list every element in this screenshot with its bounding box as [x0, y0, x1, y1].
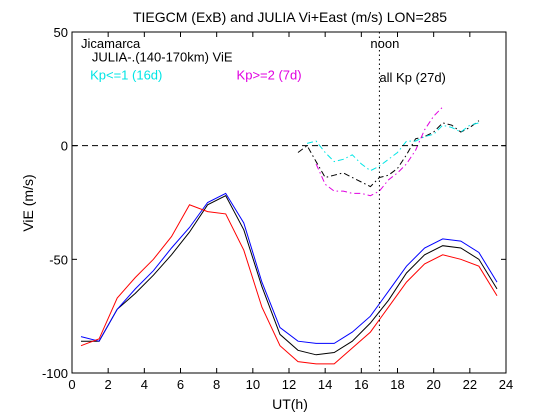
x-tick-label: 14 [318, 377, 332, 392]
series-line-3 [80, 204, 498, 365]
x-tick-label: 20 [426, 377, 440, 392]
y-tick-label: -100 [42, 366, 68, 381]
x-tick-label: 18 [390, 377, 404, 392]
annotation-1: Jicamarca [81, 36, 141, 51]
series-line-1 [81, 195, 498, 356]
annotation-4: Kp>=2 (7d) [237, 68, 302, 83]
x-tick-label: 22 [463, 377, 477, 392]
series-line-4 [297, 120, 480, 188]
annotation-2: JULIA-.(140-170km) ViE [92, 50, 233, 65]
x-tick-label: 2 [105, 377, 112, 392]
annotation-3: Kp<=1 (16d) [90, 68, 162, 83]
x-tick-label: 16 [354, 377, 368, 392]
series-line-6 [315, 106, 444, 197]
x-tick-label: 24 [499, 377, 513, 392]
y-tick-label: 0 [61, 139, 68, 154]
series-line-5 [306, 122, 480, 172]
x-tick-label: 10 [246, 377, 260, 392]
series-layer [80, 106, 498, 365]
x-tick-label: 12 [282, 377, 296, 392]
x-axis-label: UT(h) [272, 396, 308, 412]
y-tick-label: 50 [54, 25, 68, 40]
chart-title: TIEGCM (ExB) and JULIA Vi+East (m/s) LON… [133, 9, 447, 25]
x-tick-label: 6 [177, 377, 184, 392]
reference-lines [72, 32, 506, 373]
y-axis-label: ViE (m/s) [20, 174, 36, 231]
y-tick-label: -50 [49, 252, 68, 267]
annotation-5: noon [370, 36, 399, 51]
series-line-2 [80, 192, 498, 344]
x-tick-label: 8 [213, 377, 220, 392]
x-tick-label: 4 [141, 377, 148, 392]
x-tick-label: 0 [68, 377, 75, 392]
annotation-6: all Kp (27d) [379, 70, 445, 85]
